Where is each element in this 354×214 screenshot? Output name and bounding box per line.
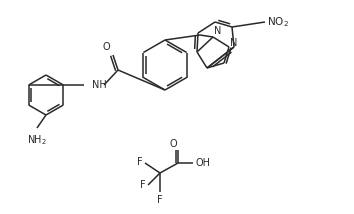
- Text: F: F: [157, 195, 163, 205]
- Text: F: F: [141, 180, 146, 190]
- Text: OH: OH: [195, 158, 210, 168]
- Text: N: N: [230, 38, 238, 48]
- Text: O: O: [102, 42, 110, 52]
- Text: F: F: [137, 157, 143, 167]
- Text: NH: NH: [92, 80, 107, 90]
- Text: NO$_2$: NO$_2$: [267, 15, 289, 29]
- Text: O: O: [169, 139, 177, 149]
- Text: NH$_2$: NH$_2$: [27, 133, 47, 147]
- Text: N: N: [214, 26, 221, 36]
